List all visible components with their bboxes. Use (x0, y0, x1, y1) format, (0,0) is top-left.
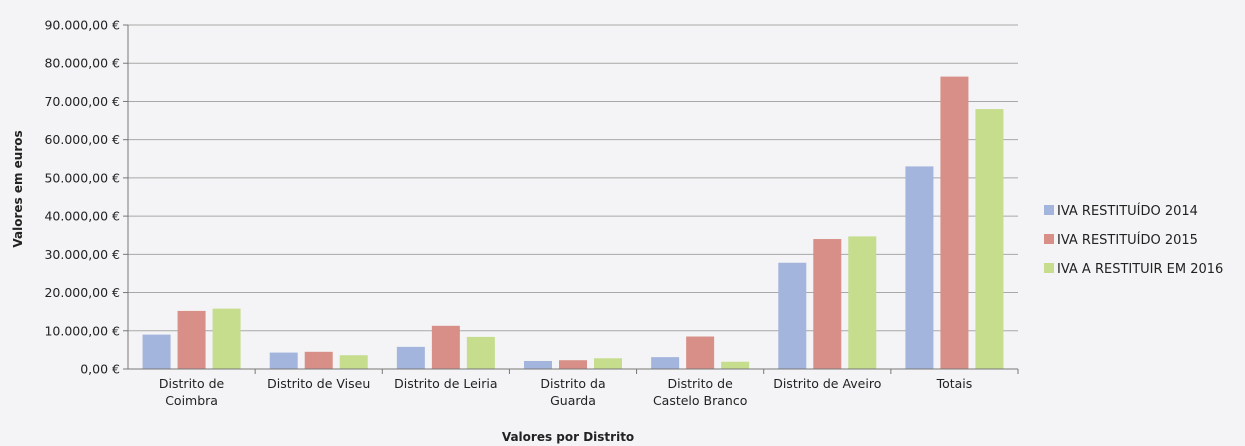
x-tick-label-line: Totais (936, 376, 973, 391)
x-tick-label: Distrito de Viseu (267, 376, 370, 391)
bar (594, 358, 622, 369)
y-tick-label: 90.000,00 € (44, 18, 120, 33)
y-tick-label: 10.000,00 € (44, 323, 120, 338)
legend-swatch (1044, 263, 1054, 273)
x-tick-label-line: Distrito de Aveiro (773, 376, 881, 391)
x-tick-label-line: Distrito de Leiria (394, 376, 497, 391)
bar (651, 357, 680, 369)
legend-swatch (1044, 205, 1054, 215)
y-tick-label: 0,00 € (80, 362, 120, 377)
y-tick-label: 20.000,00 € (44, 285, 120, 300)
x-tick-label: Distrito de Aveiro (773, 376, 881, 391)
bar (304, 351, 333, 369)
gridlines (128, 24, 1018, 332)
legend-label: IVA A RESTITUIR EM 2016 (1057, 262, 1223, 277)
legend-label: IVA RESTITUÍDO 2014 (1057, 203, 1198, 219)
legend: IVA RESTITUÍDO 2014 IVA RESTITUÍDO 2015 IV… (1044, 203, 1223, 277)
y-axis-title: Valores em euros (11, 130, 25, 247)
y-tick-label: 70.000,00 € (44, 94, 120, 109)
bars (142, 76, 1004, 369)
bar (466, 336, 495, 369)
bar (905, 166, 934, 369)
bar (721, 361, 750, 369)
x-tick-label-line: Distrito da (540, 376, 605, 391)
bar (940, 76, 969, 369)
x-tick-label: Totais (936, 376, 973, 391)
x-tick-label-line: Guarda (550, 393, 596, 408)
bar (559, 360, 587, 369)
x-tick-label: Distrito de Coimbra (159, 376, 225, 408)
x-tick-label: Distrito da Guarda (540, 376, 605, 408)
y-tick-label: 40.000,00 € (44, 209, 120, 224)
bar (813, 239, 842, 369)
bar (686, 336, 715, 369)
bar (975, 109, 1004, 369)
bar (142, 334, 171, 369)
bar (524, 360, 552, 369)
bar (396, 346, 425, 369)
y-tick-label: 50.000,00 € (44, 170, 120, 185)
axes: 0,00 € 10.000,00 € 20.000,00 € 30.000,00 € 4… (44, 18, 1019, 408)
legend-label: IVA RESTITUÍDO 2015 (1057, 232, 1198, 248)
y-tick-label: 60.000,00 € (44, 132, 120, 147)
bar (431, 325, 460, 369)
legend-swatch (1044, 234, 1054, 244)
x-tick-label: Distrito de Leiria (394, 376, 497, 391)
bar (269, 352, 298, 369)
x-tick-label-line: Castelo Branco (653, 393, 747, 408)
bar (177, 310, 206, 369)
x-axis-title: Valores por Distrito (502, 430, 634, 444)
bar (848, 236, 877, 369)
x-tick-label: Distrito de Castelo Branco (653, 376, 747, 408)
bar (778, 262, 807, 369)
x-tick-label-line: Distrito de Viseu (267, 376, 370, 391)
x-tick-label-line: Coimbra (165, 393, 218, 408)
bar (339, 355, 368, 369)
x-tick-label-line: Distrito de (159, 376, 225, 391)
bar (212, 308, 241, 369)
x-tick-label-line: Distrito de (668, 376, 734, 391)
y-tick-label: 30.000,00 € (44, 247, 120, 262)
y-tick-label: 80.000,00 € (44, 56, 120, 71)
